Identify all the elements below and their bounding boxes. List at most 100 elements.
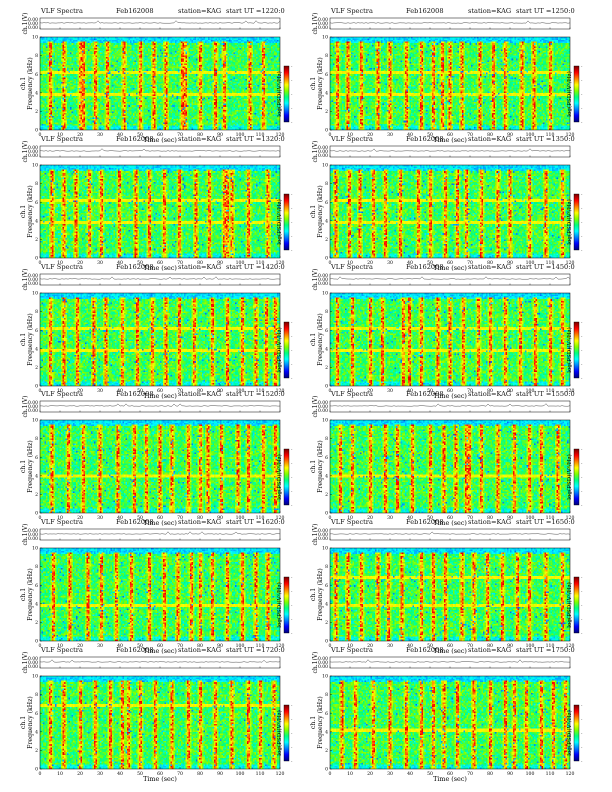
colorbar — [574, 322, 579, 378]
colorbar — [574, 66, 579, 122]
station-label: station=KAG — [178, 263, 222, 271]
chart-title: VLF Spectra — [41, 646, 83, 654]
spectrogram-image — [40, 37, 280, 130]
colorbar-tick-label: - — [291, 575, 293, 580]
spectrogram-frame — [329, 164, 571, 259]
ytick-label: 4 — [35, 729, 38, 735]
ytick-label: 4 — [325, 729, 328, 735]
xtick-label: 40 — [117, 132, 123, 138]
ytick-label: 0 — [35, 767, 38, 773]
ytick-label: 10 — [32, 546, 38, 552]
colorbar-tick-label: - — [581, 575, 583, 580]
waveform-ytick-label: 0.00 — [318, 536, 328, 542]
waveform-ytick-label: 0.00 — [28, 277, 38, 283]
xtick-label: 70 — [177, 771, 183, 777]
xtick-label: 40 — [407, 771, 413, 777]
colorbar — [574, 449, 579, 505]
y-axis-label: ch.1 — [20, 333, 27, 346]
colorbar-tick-label: - — [291, 248, 293, 253]
xtick-label: 60 — [157, 132, 163, 138]
xtick-label: 100 — [526, 515, 535, 521]
xtick-label: 50 — [137, 643, 143, 649]
y-axis-label: Frequency (kHz) — [27, 185, 34, 238]
ytick-label: 6 — [325, 200, 328, 206]
colorbar-frame — [283, 576, 290, 634]
xtick-label: 110 — [256, 132, 265, 138]
xtick-label: 30 — [97, 771, 103, 777]
ytick-label: 8 — [35, 564, 38, 570]
ytick-label: 2 — [35, 365, 38, 371]
station-label: station=KAG — [178, 390, 222, 398]
colorbar — [284, 66, 289, 122]
xtick-label: 80 — [487, 515, 493, 521]
xtick-label: 100 — [236, 260, 245, 266]
ytick-label: 8 — [325, 53, 328, 59]
xtick-label: 90 — [507, 643, 513, 649]
xtick-label: 20 — [77, 515, 83, 521]
x-axis-label: Time (sec) — [433, 136, 467, 144]
xtick-label: 0 — [329, 643, 332, 649]
xtick-label: 10 — [347, 643, 353, 649]
colorbar-tick-label: - — [291, 617, 293, 622]
waveform-ylabel: ch.1(V) — [22, 652, 29, 674]
xtick-label: 120 — [276, 388, 285, 394]
colorbar-tick-label: - — [291, 320, 293, 325]
waveform-ytick-label: 0.00 — [318, 528, 328, 534]
spectrogram-panel: VLF Spectra Feb162008 station=KAG start UT … — [290, 387, 586, 527]
xtick-label: 30 — [97, 260, 103, 266]
ytick-label: 6 — [325, 583, 328, 589]
colorbar-tick-label: - — [291, 717, 293, 722]
waveform-ytick-label: 0.00 — [318, 532, 328, 538]
station-label: station=KAG — [468, 135, 512, 143]
x-axis-label: Time (sec) — [143, 775, 177, 783]
ytick-label: 2 — [325, 620, 328, 626]
xtick-label: 0 — [329, 132, 332, 138]
chart-title: VLF Spectra — [41, 390, 83, 398]
xtick-label: 120 — [566, 643, 575, 649]
colorbar-tick-label: - — [291, 731, 293, 736]
waveform-ytick-label: 0.00 — [28, 660, 38, 666]
ytick-label: 8 — [35, 692, 38, 698]
waveform-ytick-label: 0.00 — [28, 25, 38, 31]
colorbar-tick-label: - — [291, 362, 293, 367]
ytick-label: 0 — [35, 384, 38, 390]
xtick-label: 80 — [487, 771, 493, 777]
xtick-label: 20 — [77, 260, 83, 266]
colorbar-tick-label: - — [581, 92, 583, 97]
spectrogram-panel: VLF Spectra Feb162008 station=KAG start UT … — [0, 643, 296, 783]
ytick-label: 6 — [35, 583, 38, 589]
xtick-label: 70 — [177, 388, 183, 394]
xtick-label: 40 — [407, 643, 413, 649]
spectrogram-image — [330, 676, 570, 769]
y-axis-label: ch.1 — [310, 77, 317, 90]
xtick-label: 70 — [177, 643, 183, 649]
spectrogram-image — [40, 165, 280, 258]
chart-title: VLF Spectra — [331, 7, 373, 15]
y-axis-label: ch.1 — [310, 460, 317, 473]
y-axis-label: Frequency (kHz) — [27, 440, 34, 493]
waveform-ytick-label: 0.00 — [318, 660, 328, 666]
xtick-label: 0 — [39, 771, 42, 777]
colorbar-label: log(PSD)(V²/Hz) — [276, 199, 283, 245]
colorbar-tick-label: - — [581, 334, 583, 339]
start-time-label: start UT =1320:0 — [226, 135, 285, 143]
colorbar-tick-label: - — [581, 603, 583, 608]
spectrogram-frame — [329, 675, 571, 770]
waveform-ylabel: ch.1(V) — [22, 13, 29, 35]
waveform-ytick-label: 0.00 — [318, 408, 328, 414]
colorbar-tick-label: - — [291, 78, 293, 83]
waveform-line — [329, 148, 570, 152]
xtick-label: 80 — [487, 643, 493, 649]
ytick-label: 4 — [325, 473, 328, 479]
xtick-label: 120 — [566, 771, 575, 777]
xtick-label: 70 — [467, 515, 473, 521]
xtick-label: 120 — [276, 643, 285, 649]
waveform-line — [40, 148, 281, 152]
spectrogram-panel: VLF Spectra Feb162008 station=KAG start UT … — [290, 643, 586, 783]
xtick-label: 100 — [236, 771, 245, 777]
spectrogram-frame — [329, 292, 571, 387]
xtick-label: 20 — [77, 388, 83, 394]
